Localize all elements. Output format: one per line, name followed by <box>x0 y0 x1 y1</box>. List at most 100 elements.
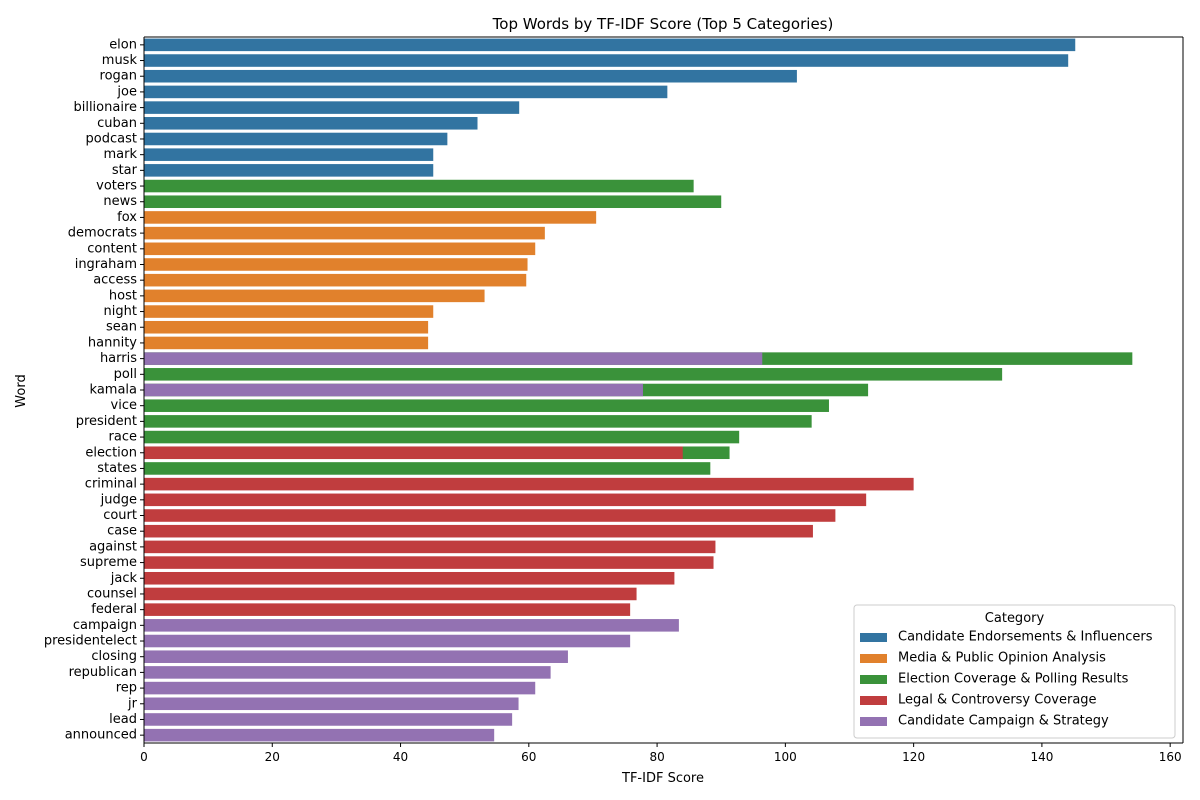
plot-area: elonmuskroganjoebillionairecubanpodcastm… <box>44 36 1184 764</box>
bar-closing <box>144 650 568 663</box>
y-tick-label-fox: fox <box>117 210 137 225</box>
chart-title: Top Words by TF-IDF Score (Top 5 Categor… <box>492 15 834 33</box>
y-tick-label-announced: announced <box>65 728 137 743</box>
y-tick-label-content: content <box>87 241 137 256</box>
bar-race <box>144 430 740 444</box>
bar-campaign <box>144 619 679 632</box>
y-tick-label-poll: poll <box>114 367 137 382</box>
y-tick-label-campaign: campaign <box>73 618 137 633</box>
legend-entry: Candidate Endorsements & Influencers <box>898 630 1153 645</box>
x-tick-label: 40 <box>393 750 408 764</box>
y-tick-label-cuban: cuban <box>97 116 137 131</box>
x-tick-label: 0 <box>140 750 148 764</box>
x-tick-label: 160 <box>1159 750 1182 764</box>
bar-case <box>144 524 813 538</box>
bar-poll <box>144 368 1003 381</box>
bar-democrats <box>144 226 545 240</box>
bar-election <box>144 446 683 460</box>
y-tick-label-republican: republican <box>69 665 137 680</box>
bar-states <box>144 462 711 475</box>
y-tick-label-lead: lead <box>109 712 137 727</box>
bar-counsel <box>144 587 637 601</box>
bar-mark <box>144 148 434 161</box>
y-tick-label-democrats: democrats <box>68 226 137 241</box>
y-tick-label-night: night <box>104 304 137 319</box>
y-tick-label-kamala: kamala <box>90 383 137 398</box>
y-tick-label-vice: vice <box>111 398 137 413</box>
legend-entry: Candidate Campaign & Strategy <box>898 714 1109 729</box>
y-tick-label-elon: elon <box>109 37 137 52</box>
x-tick-label: 60 <box>521 750 536 764</box>
y-tick-label-star: star <box>112 163 138 178</box>
bar-against <box>144 540 716 554</box>
bar-harris <box>144 352 763 365</box>
legend-entry: Election Coverage & Polling Results <box>898 672 1129 687</box>
bar-presidentelect <box>144 634 631 648</box>
y-tick-label-jack: jack <box>110 571 138 586</box>
bar-content <box>144 242 536 256</box>
bar-host <box>144 289 485 303</box>
legend-title: Category <box>985 611 1045 626</box>
y-tick-label-election: election <box>85 445 137 460</box>
y-tick-label-president: president <box>76 414 137 429</box>
y-tick-label-case: case <box>107 524 137 539</box>
y-tick-label-rep: rep <box>116 681 137 696</box>
bar-rogan <box>144 69 797 83</box>
bar-musk <box>144 54 1069 67</box>
bar-criminal <box>144 477 914 491</box>
y-tick-label-sean: sean <box>106 320 137 335</box>
y-tick-label-jr: jr <box>127 696 138 711</box>
legend-entry: Media & Public Opinion Analysis <box>898 651 1106 666</box>
y-tick-label-musk: musk <box>102 53 138 68</box>
y-tick-label-supreme: supreme <box>80 555 137 570</box>
y-tick-label-billionaire: billionaire <box>73 100 137 115</box>
bar-president <box>144 415 812 428</box>
y-tick-label-court: court <box>103 508 137 523</box>
y-tick-label-joe: joe <box>116 84 137 99</box>
y-tick-label-federal: federal <box>91 602 137 617</box>
bar-voters <box>144 179 694 193</box>
bar-hannity <box>144 336 429 350</box>
y-tick-label-mark: mark <box>103 147 137 162</box>
bar-podcast <box>144 132 448 146</box>
bar-news <box>144 195 722 209</box>
bar-vice <box>144 399 829 412</box>
bar-republican <box>144 666 551 679</box>
x-tick-label: 120 <box>902 750 925 764</box>
bar-kamala <box>144 383 643 397</box>
bar-joe <box>144 85 668 99</box>
y-tick-label-hannity: hannity <box>88 335 137 350</box>
y-tick-label-closing: closing <box>91 649 137 664</box>
bar-federal <box>144 603 631 616</box>
y-tick-label-access: access <box>93 273 137 288</box>
y-tick-label-podcast: podcast <box>86 131 137 146</box>
bar-fox <box>144 211 597 224</box>
y-tick-label-states: states <box>97 461 137 476</box>
bar-announced <box>144 728 495 742</box>
bar-judge <box>144 493 867 507</box>
bar-billionaire <box>144 101 520 114</box>
bar-jack <box>144 571 675 585</box>
legend-box <box>853 604 1176 739</box>
x-tick-label: 80 <box>649 750 664 764</box>
bar-access <box>144 273 527 287</box>
legend-swatch <box>860 654 887 663</box>
y-axis-label: Word <box>14 374 29 407</box>
y-tick-label-voters: voters <box>96 179 137 194</box>
bar-night <box>144 305 434 318</box>
y-tick-label-host: host <box>109 288 137 303</box>
legend-swatch <box>860 717 887 726</box>
y-tick-label-presidentelect: presidentelect <box>44 634 137 649</box>
x-tick-label: 20 <box>265 750 280 764</box>
legend-entry: Legal & Controversy Coverage <box>898 693 1097 708</box>
legend-swatch <box>860 675 887 684</box>
bar-cuban <box>144 117 478 130</box>
bar-lead <box>144 713 513 726</box>
y-tick-label-ingraham: ingraham <box>75 257 137 272</box>
y-tick-label-counsel: counsel <box>87 586 137 601</box>
bar-supreme <box>144 556 714 569</box>
y-tick-label-criminal: criminal <box>85 477 137 492</box>
bar-court <box>144 509 836 522</box>
